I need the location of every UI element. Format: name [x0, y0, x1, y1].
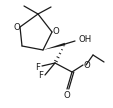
Text: F: F: [38, 71, 43, 80]
Text: O: O: [83, 61, 90, 71]
Polygon shape: [43, 43, 65, 50]
Text: O: O: [52, 26, 59, 36]
Text: OH: OH: [78, 36, 91, 44]
Text: F: F: [35, 63, 40, 71]
Text: O: O: [14, 22, 20, 32]
Text: O: O: [63, 91, 70, 101]
